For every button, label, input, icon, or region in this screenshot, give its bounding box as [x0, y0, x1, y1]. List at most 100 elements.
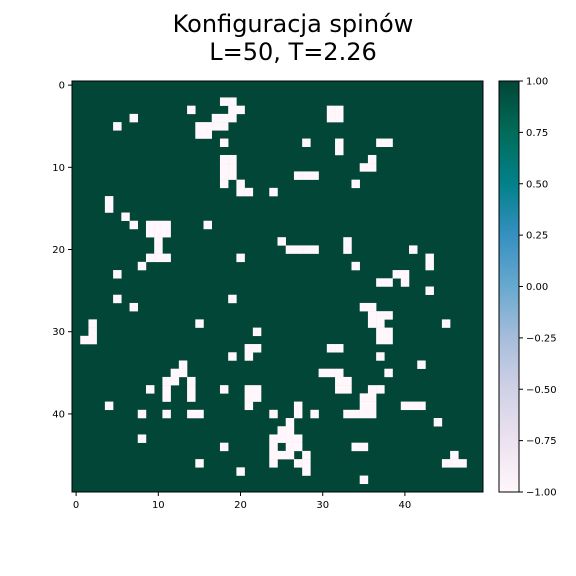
spin-down-cell — [219, 171, 229, 180]
spin-down-cell — [228, 352, 237, 361]
spin-down-cell — [162, 220, 171, 230]
spin-down-cell — [104, 401, 114, 411]
chart-title-line-1: Konfiguracja spinów — [172, 10, 414, 38]
spin-down-cell — [285, 418, 295, 427]
spin-down-cell — [277, 237, 286, 246]
spin-down-cell — [187, 409, 196, 419]
spin-down-cell — [425, 286, 434, 295]
spin-down-cell — [252, 385, 262, 394]
spin-down-cell — [154, 220, 163, 230]
spin-down-cell — [236, 253, 245, 263]
chart-title-line-2: L=50, T=2.26 — [209, 38, 377, 66]
spin-down-cell — [367, 154, 377, 164]
spin-down-cell — [400, 278, 410, 287]
spin-down-cell — [335, 376, 344, 386]
spin-down-cell — [219, 385, 229, 394]
spin-down-cell — [228, 154, 237, 164]
spin-down-cell — [326, 368, 336, 378]
spin-down-cell — [335, 138, 344, 148]
y-tick-label: 30 — [52, 327, 65, 338]
spin-down-cell — [335, 146, 344, 156]
spin-down-cell — [145, 220, 155, 230]
spin-down-cell — [88, 335, 97, 345]
spin-down-cell — [367, 302, 377, 312]
spin-down-cell — [269, 434, 278, 443]
spin-down-cell — [113, 122, 122, 131]
spin-down-cell — [195, 459, 204, 468]
spin-down-cell — [104, 204, 114, 213]
spin-down-cell — [88, 319, 97, 328]
spin-down-cell — [359, 393, 369, 402]
spin-down-cell — [293, 245, 303, 254]
x-axis: 0 10 20 30 40 — [73, 492, 411, 511]
spin-down-cell — [228, 163, 237, 172]
spin-down-cell — [285, 434, 295, 443]
spin-down-cell — [252, 327, 262, 337]
colorbar — [498, 80, 520, 493]
spin-down-cell — [376, 278, 385, 287]
spin-down-cell — [441, 459, 451, 468]
spin-down-cell — [400, 401, 410, 411]
spin-down-cell — [145, 385, 155, 394]
spin-down-cell — [154, 245, 163, 254]
spin-down-cell — [195, 130, 204, 139]
spin-down-cell — [293, 401, 303, 411]
spin-down-cell — [285, 450, 295, 460]
spin-down-cell — [351, 179, 360, 189]
spin-down-cell — [162, 228, 171, 238]
spin-down-cell — [343, 385, 352, 394]
spin-down-cell — [244, 393, 254, 402]
spin-down-cell — [433, 418, 443, 427]
spin-down-cell — [236, 105, 245, 115]
spin-down-cell — [351, 409, 360, 419]
colorbar-tick-label: −0.75 — [526, 436, 557, 447]
spin-down-cell — [458, 459, 467, 468]
spin-down-cell — [269, 442, 278, 452]
spin-down-cell — [425, 261, 434, 271]
spin-down-cell — [376, 352, 385, 361]
colorbar-tick-label: −1.00 — [526, 488, 557, 499]
spin-down-cell — [359, 475, 369, 485]
plot-frame — [71, 80, 484, 493]
spin-down-cell — [293, 409, 303, 419]
spin-down-cell — [376, 385, 385, 394]
spin-down-cell — [203, 122, 212, 131]
spin-down-cell — [269, 459, 278, 468]
spin-down-cell — [376, 327, 385, 337]
spin-down-cell — [384, 311, 393, 320]
colorbar-axis: 1.00 0.75 0.50 0.25 0.00 −0.25 −0.50 −0.75 −1.00 — [519, 77, 557, 499]
spin-down-cell — [121, 212, 130, 221]
spin-down-cell — [343, 245, 352, 254]
spin-down-cell — [244, 385, 254, 394]
y-tick-label: 20 — [52, 245, 65, 256]
colorbar-tick-label: 0.50 — [526, 179, 548, 190]
spin-down-cell — [154, 237, 163, 246]
spin-down-cell — [195, 409, 204, 419]
spin-down-cell — [145, 253, 155, 263]
spin-down-cell — [129, 113, 139, 123]
spin-down-cell — [178, 368, 188, 378]
spin-down-cell — [162, 385, 171, 394]
spin-down-cell — [367, 319, 377, 328]
spin-down-cell — [113, 294, 122, 304]
spin-down-cell — [302, 459, 311, 468]
spin-down-cell — [277, 426, 286, 435]
spin-down-cell — [367, 163, 377, 172]
spin-down-cell — [236, 187, 245, 197]
spin-down-cell — [137, 434, 147, 443]
x-tick-label: 30 — [316, 500, 329, 511]
spin-down-cell — [293, 434, 303, 443]
spin-down-cell — [187, 393, 196, 402]
y-tick-label: 0 — [59, 81, 65, 92]
spin-down-cell — [302, 450, 311, 460]
spin-down-cell — [310, 409, 319, 419]
spin-down-cell — [113, 270, 122, 279]
spin-down-cell — [367, 311, 377, 320]
spin-down-cell — [219, 113, 229, 123]
spin-down-cell — [376, 311, 385, 320]
spin-down-cell — [219, 154, 229, 164]
colorbar-tick-label: −0.25 — [526, 333, 557, 344]
spin-down-cell — [129, 220, 139, 230]
spin-down-cell — [277, 450, 286, 460]
